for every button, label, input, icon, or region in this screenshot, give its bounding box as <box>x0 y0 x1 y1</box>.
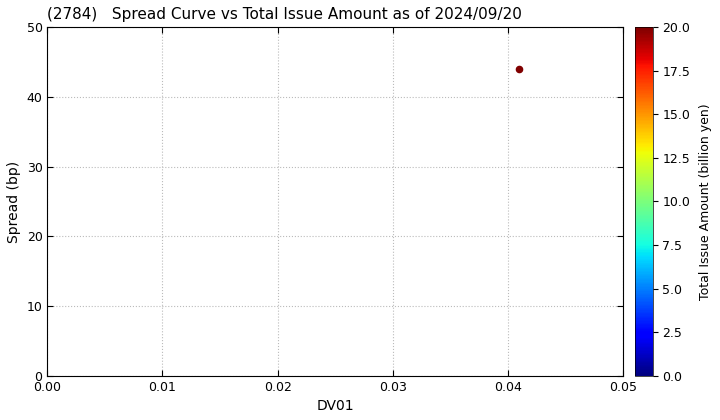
Y-axis label: Spread (bp): Spread (bp) <box>7 160 21 242</box>
Y-axis label: Total Issue Amount (billion yen): Total Issue Amount (billion yen) <box>698 103 711 300</box>
Text: (2784)   Spread Curve vs Total Issue Amount as of 2024/09/20: (2784) Spread Curve vs Total Issue Amoun… <box>48 7 522 22</box>
Point <box>513 66 525 72</box>
X-axis label: DV01: DV01 <box>316 399 354 413</box>
